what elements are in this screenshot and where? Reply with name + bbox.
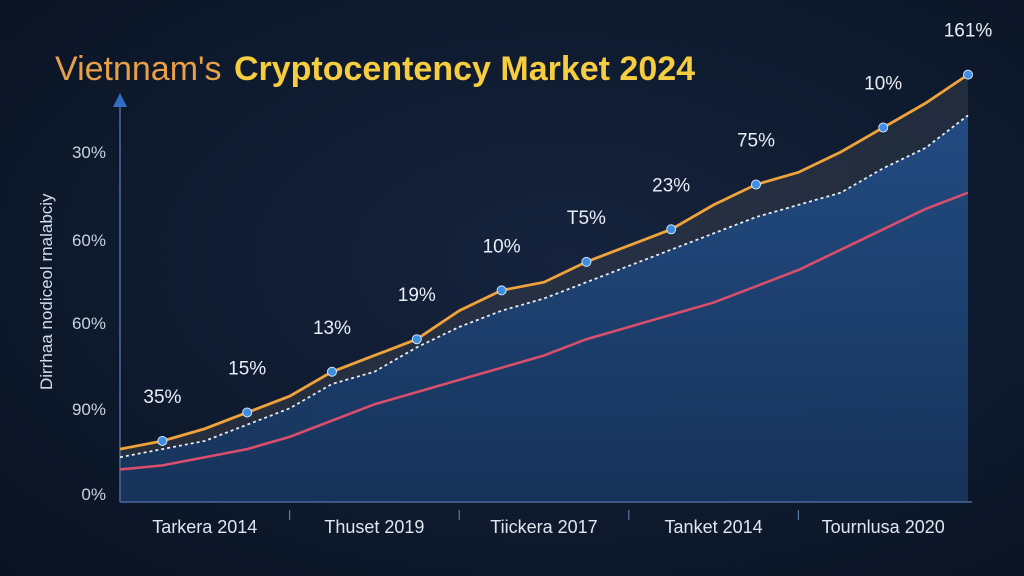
data-label: 10% xyxy=(864,74,902,95)
data-label: 75% xyxy=(737,131,775,152)
data-point xyxy=(157,435,168,446)
x-tick-label: Tiickera 2017 xyxy=(490,517,597,537)
main-area xyxy=(120,115,968,502)
x-ticks: Tarkera 2014 Thuset 2019 Tiickera 2017 Tank… xyxy=(152,510,945,537)
x-tick-label: Tournlusa 2020 xyxy=(822,517,945,537)
y-tick-label: 90% xyxy=(72,400,106,419)
data-point xyxy=(411,334,422,345)
data-label: T5% xyxy=(567,208,606,229)
data-point xyxy=(496,285,507,296)
data-point xyxy=(751,179,761,190)
data-label: 19% xyxy=(398,285,436,306)
data-point xyxy=(327,366,337,377)
chart-title-prefix: Vietnnam's xyxy=(55,50,222,88)
data-label: 161% xyxy=(944,21,993,42)
y-axis-arrow xyxy=(113,93,127,107)
data-label: 10% xyxy=(483,236,521,257)
y-tick-label: 0% xyxy=(81,485,106,504)
y-tick-label: 60% xyxy=(72,231,106,250)
data-point xyxy=(963,69,973,80)
data-point xyxy=(878,122,889,133)
x-tick-label: Thuset 2019 xyxy=(324,517,424,537)
series-line-middle xyxy=(119,114,969,459)
chart-title-main: Cryptocentency Market 2024 xyxy=(234,50,695,88)
data-point xyxy=(242,407,253,418)
y-tick-label: 30% xyxy=(72,143,106,162)
data-label: 35% xyxy=(143,387,181,408)
chart-title: Vietnnam's Cryptocentency Market 2024 xyxy=(55,50,695,88)
y-axis-label: Dirrhaa nodiceol rnalabciy xyxy=(37,193,56,390)
markers: 35% 15% 13% 19% 10% T5% 23% 75% 10% 161% xyxy=(143,21,992,446)
data-label: 23% xyxy=(652,175,690,196)
series-lines xyxy=(119,73,969,471)
y-tick-label: 60% xyxy=(72,314,106,333)
data-point xyxy=(666,224,677,235)
series-areas xyxy=(120,74,968,502)
series-line-upper xyxy=(119,73,969,451)
y-ticks: 30% 60% 60% 90% 0% xyxy=(72,143,106,504)
data-label: 15% xyxy=(228,358,266,379)
x-tick-label: Tanket 2014 xyxy=(665,517,763,537)
x-tick-label: Tarkera 2014 xyxy=(152,517,257,537)
axes xyxy=(113,93,972,503)
series-line-lower xyxy=(119,191,969,471)
data-point xyxy=(581,256,592,267)
data-label: 13% xyxy=(313,318,351,339)
